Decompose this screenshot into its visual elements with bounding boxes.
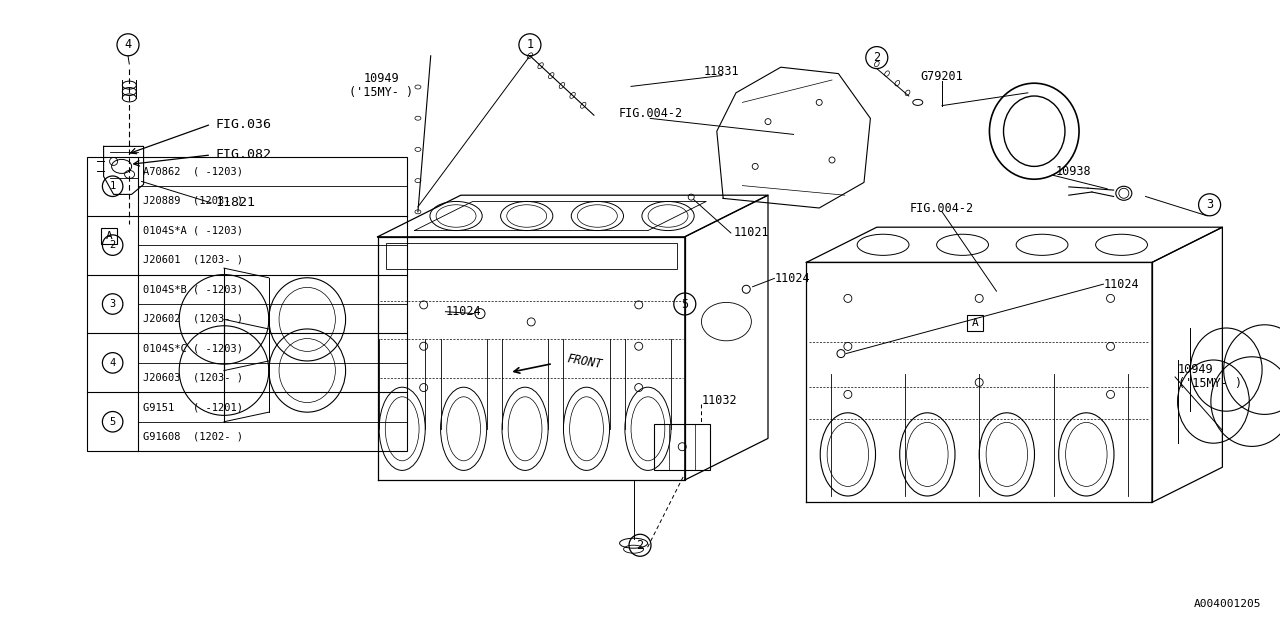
Text: 0104S*A ( -1203): 0104S*A ( -1203) <box>143 225 243 236</box>
Text: 5: 5 <box>110 417 115 427</box>
Text: 0104S*C ( -1203): 0104S*C ( -1203) <box>143 343 243 353</box>
Text: 10949: 10949 <box>364 72 399 85</box>
Bar <box>968 316 983 332</box>
Text: FIG.036: FIG.036 <box>215 118 271 131</box>
Text: J20602  (1203- ): J20602 (1203- ) <box>143 314 243 324</box>
Text: 0104S*B ( -1203): 0104S*B ( -1203) <box>143 284 243 294</box>
Bar <box>385 243 677 269</box>
Text: 4: 4 <box>124 38 132 51</box>
Text: 2: 2 <box>636 539 644 552</box>
Text: 5: 5 <box>681 298 689 310</box>
Text: A: A <box>972 318 979 328</box>
Text: 10949: 10949 <box>1178 364 1213 376</box>
Text: 4: 4 <box>110 358 115 368</box>
Bar <box>101 228 116 244</box>
Text: FIG.082: FIG.082 <box>215 148 271 161</box>
Text: 11024: 11024 <box>445 305 481 318</box>
Text: A70862  ( -1203): A70862 ( -1203) <box>143 166 243 177</box>
Text: J20601  (1203- ): J20601 (1203- ) <box>143 255 243 265</box>
Bar <box>87 157 407 451</box>
Text: G91608  (1202- ): G91608 (1202- ) <box>143 431 243 442</box>
Text: 2: 2 <box>110 240 115 250</box>
Text: 11024: 11024 <box>1103 278 1139 291</box>
Text: A004001205: A004001205 <box>1193 599 1261 609</box>
Text: 11032: 11032 <box>701 394 737 406</box>
Text: J20889  (1203- ): J20889 (1203- ) <box>143 196 243 206</box>
Text: 11821: 11821 <box>215 196 255 209</box>
Text: 3: 3 <box>110 299 115 309</box>
Text: 1: 1 <box>110 181 115 191</box>
Text: 1: 1 <box>526 38 534 51</box>
Text: 11024: 11024 <box>774 272 810 285</box>
Text: 3: 3 <box>1206 198 1213 211</box>
Text: 2: 2 <box>873 51 881 64</box>
Text: 11021: 11021 <box>733 227 769 239</box>
Text: 11831: 11831 <box>704 65 740 78</box>
Text: G9151   ( -1201): G9151 ( -1201) <box>143 402 243 412</box>
Text: ('15MY- ): ('15MY- ) <box>349 86 413 99</box>
Text: ('15MY- ): ('15MY- ) <box>1178 378 1242 390</box>
Text: FIG.004-2: FIG.004-2 <box>910 202 974 214</box>
Text: A: A <box>105 230 113 241</box>
Text: 10938: 10938 <box>1056 165 1092 178</box>
Bar <box>654 424 710 470</box>
Text: J20603  (1203- ): J20603 (1203- ) <box>143 372 243 383</box>
Text: FRONT: FRONT <box>566 352 603 371</box>
Text: G79201: G79201 <box>920 70 964 83</box>
Text: FIG.004-2: FIG.004-2 <box>618 108 682 120</box>
